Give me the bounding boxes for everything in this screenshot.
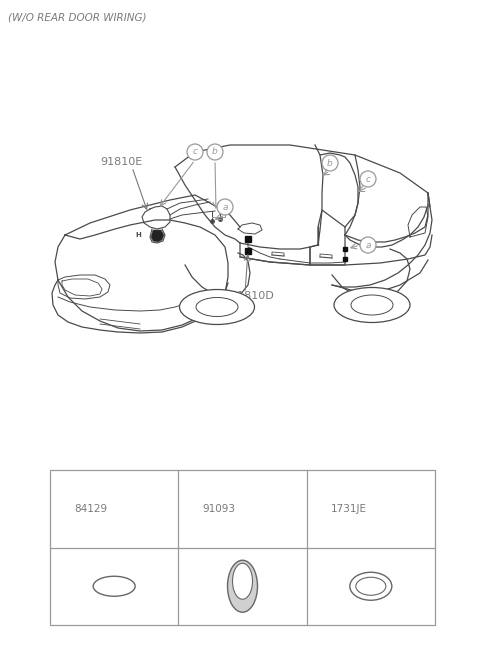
Text: (W/O REAR DOOR WIRING): (W/O REAR DOOR WIRING): [8, 12, 146, 22]
Bar: [50, 470, 435, 625]
Circle shape: [313, 501, 328, 516]
Text: b: b: [212, 147, 218, 157]
Text: 84129: 84129: [74, 504, 107, 514]
Text: c: c: [192, 147, 197, 157]
Circle shape: [185, 501, 200, 516]
Text: 1731JE: 1731JE: [331, 504, 367, 514]
Text: c: c: [365, 174, 371, 183]
Circle shape: [187, 144, 203, 160]
Ellipse shape: [356, 577, 386, 595]
Ellipse shape: [196, 297, 238, 316]
Ellipse shape: [334, 288, 410, 322]
Text: c: c: [318, 504, 324, 514]
Ellipse shape: [228, 560, 257, 612]
Circle shape: [217, 199, 233, 215]
Ellipse shape: [232, 563, 252, 599]
Ellipse shape: [180, 290, 254, 324]
Circle shape: [360, 237, 376, 253]
Ellipse shape: [93, 576, 135, 596]
Text: b: b: [327, 159, 333, 168]
Text: H: H: [135, 232, 141, 238]
Text: 91810E: 91810E: [100, 157, 142, 167]
Text: b: b: [189, 504, 195, 514]
Ellipse shape: [350, 572, 392, 600]
Polygon shape: [151, 230, 164, 242]
Text: a: a: [365, 240, 371, 250]
Circle shape: [360, 171, 376, 187]
Circle shape: [207, 144, 223, 160]
Text: a: a: [61, 504, 67, 514]
Circle shape: [322, 155, 338, 171]
Text: a: a: [222, 202, 228, 212]
Text: 91810D: 91810D: [230, 291, 274, 301]
Circle shape: [57, 501, 72, 516]
Text: 91093: 91093: [203, 504, 235, 514]
Ellipse shape: [351, 295, 393, 315]
